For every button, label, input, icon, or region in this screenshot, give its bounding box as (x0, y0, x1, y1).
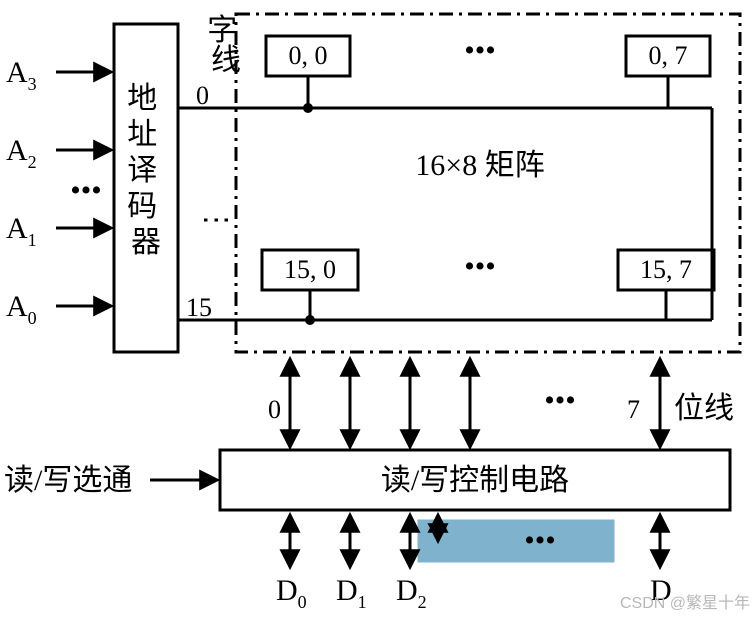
address-decoder-label: 地 址 译 码 器 (127, 82, 165, 259)
bit-lines: ••• 0 7 位线 (268, 360, 734, 446)
row15-ellipsis: ••• (464, 250, 496, 283)
wordline-0-num: 0 (196, 81, 209, 110)
bitline-7: 7 (627, 395, 640, 424)
memory-diagram: A3 A2 A1 A0 地 址 译 码 器 地址译码器 ••• 0 15 字 线… (0, 0, 756, 622)
matrix-label: 16×8 矩阵 (415, 149, 544, 182)
row0-ellipsis: ••• (464, 34, 496, 67)
svg-text:A3: A3 (6, 56, 37, 94)
addr-label-3: A (6, 56, 28, 89)
svg-text:A1: A1 (6, 212, 37, 250)
bitline-label: 位线 (674, 392, 734, 425)
addr-label-0: A (6, 290, 28, 323)
svg-text:•••: ••• (524, 524, 556, 557)
rw-strobe-label: 读/写选通 (4, 464, 132, 497)
svg-text:•••: ••• (544, 384, 576, 417)
svg-text:0, 7: 0, 7 (649, 41, 688, 70)
watermark: CSDN @繁星十年 (620, 594, 750, 612)
highlight-box (418, 520, 614, 562)
svg-text:D2: D2 (396, 574, 427, 612)
wordline-ellipsis: ⋮ (200, 205, 233, 235)
wordline-label: 字 线 (207, 14, 245, 77)
addr-label-2: A (6, 134, 28, 167)
svg-text:15, 0: 15, 0 (284, 255, 336, 284)
svg-text:D1: D1 (336, 574, 367, 612)
svg-text:A2: A2 (6, 134, 37, 172)
svg-text:A0: A0 (6, 290, 37, 328)
bitline-0: 0 (268, 395, 281, 424)
svg-text:D0: D0 (276, 574, 307, 612)
address-decoder-block (114, 24, 178, 352)
addr-ellipsis: ••• (70, 174, 102, 207)
addr-label-1: A (6, 212, 28, 245)
svg-text:15, 7: 15, 7 (640, 255, 692, 284)
svg-text:0, 0: 0, 0 (289, 41, 328, 70)
wordline-15-num: 15 (186, 293, 212, 322)
rw-control-label: 读/写控制电路 (381, 464, 569, 497)
